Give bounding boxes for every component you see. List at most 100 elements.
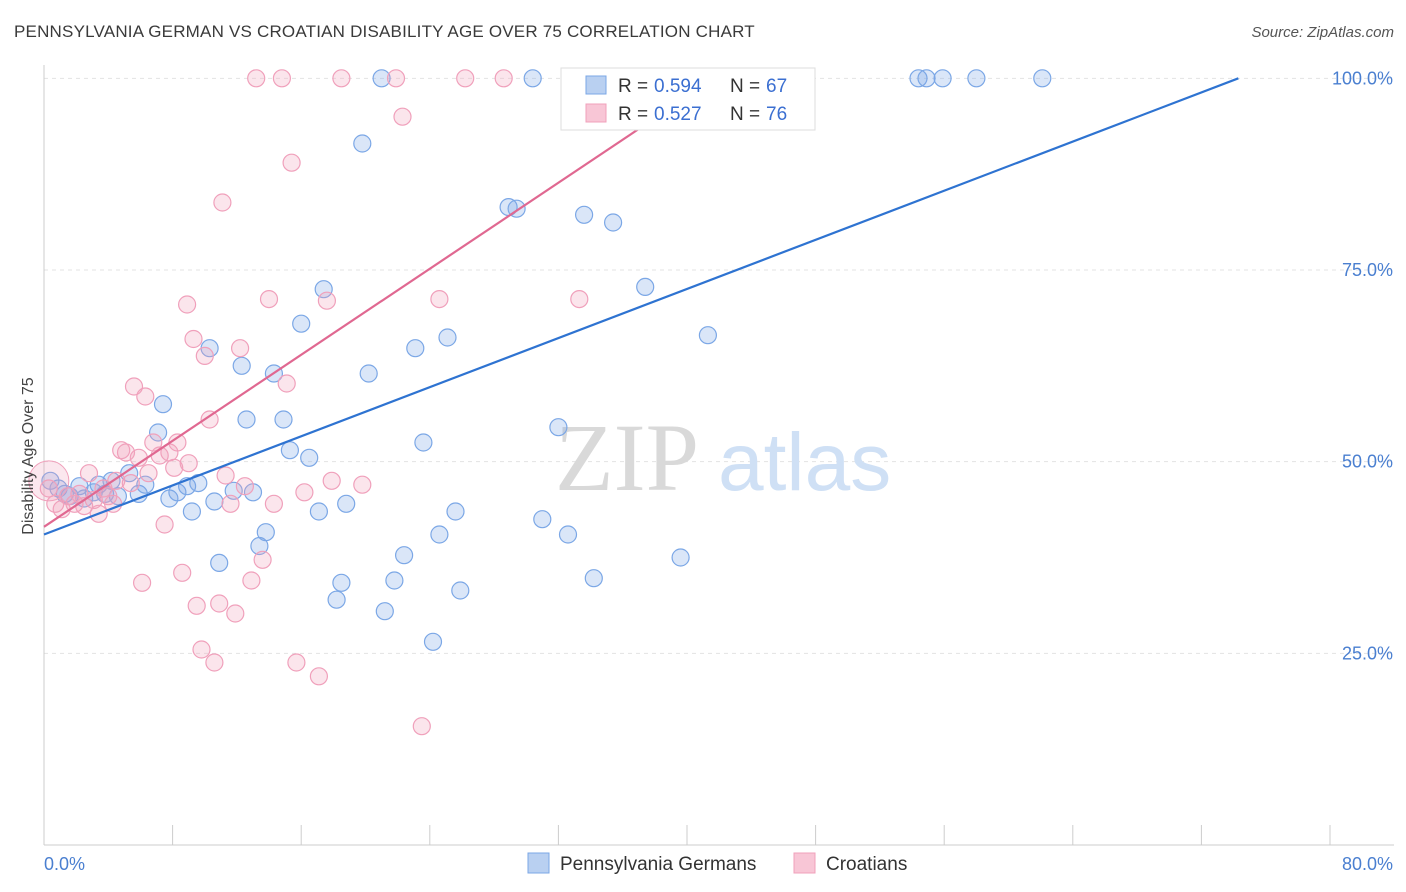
point-pennsylvania-germans: [300, 448, 319, 467]
point-pennsylvania-germans: [353, 134, 372, 153]
point-croatians: [187, 596, 206, 615]
point-pennsylvania-germans: [332, 573, 351, 592]
point-croatians: [221, 494, 240, 513]
point-croatians: [192, 640, 211, 659]
point-pennsylvania-germans: [698, 326, 718, 345]
point-croatians: [259, 290, 279, 309]
point-pennsylvania-germans: [327, 590, 346, 609]
data-points: [28, 69, 1052, 736]
point-croatians: [178, 295, 197, 314]
point-pennsylvania-germans: [237, 410, 256, 429]
point-croatians: [133, 573, 152, 592]
x-tick-label: 80.0%: [1342, 854, 1393, 874]
y-tick-label: 100.0%: [1332, 68, 1393, 88]
point-pennsylvania-germans: [280, 441, 299, 460]
point-pennsylvania-germans: [232, 356, 251, 375]
bottom-legend-label-croatians: Croatians: [826, 854, 907, 875]
point-pennsylvania-germans: [423, 632, 443, 651]
point-croatians: [200, 410, 219, 429]
point-croatians: [184, 329, 203, 349]
point-pennsylvania-germans: [584, 569, 603, 588]
watermark: ZIP atlas: [555, 404, 891, 511]
point-pennsylvania-germans: [375, 602, 394, 621]
point-pennsylvania-germans: [451, 581, 470, 600]
point-pennsylvania-germans: [523, 69, 542, 88]
point-pennsylvania-germans: [549, 418, 568, 437]
point-pennsylvania-germans: [182, 502, 201, 521]
point-pennsylvania-germans: [967, 69, 986, 88]
point-croatians: [39, 479, 58, 498]
legend-n-value-pennsylvania: 67: [766, 76, 787, 97]
point-pennsylvania-germans: [406, 339, 425, 358]
point-croatians: [247, 69, 266, 88]
point-pennsylvania-germans: [933, 69, 952, 88]
point-pennsylvania-germans: [414, 433, 433, 452]
y-tick-label: 75.0%: [1342, 260, 1393, 280]
point-croatians: [205, 653, 224, 672]
point-croatians: [317, 291, 336, 310]
point-croatians: [165, 458, 184, 477]
point-croatians: [322, 471, 341, 490]
legend-r-label-pennsylvania: R =: [618, 76, 648, 97]
point-croatians: [136, 387, 155, 406]
point-croatians: [242, 571, 261, 590]
point-pennsylvania-germans: [314, 280, 333, 299]
point-pennsylvania-germans: [430, 525, 449, 544]
point-croatians: [393, 107, 412, 126]
point-croatians: [272, 69, 291, 88]
point-pennsylvania-germans: [256, 523, 275, 542]
trend-lines: [43, 77, 1239, 536]
point-pennsylvania-germans: [636, 277, 655, 296]
point-pennsylvania-germans: [558, 525, 578, 544]
point-croatians: [386, 69, 406, 88]
point-croatians: [253, 550, 272, 569]
point-pennsylvania-germans: [210, 553, 229, 573]
point-croatians: [235, 477, 254, 496]
point-croatians: [226, 604, 245, 623]
point-pennsylvania-germans: [395, 546, 414, 565]
point-pennsylvania-germans: [149, 423, 168, 442]
bottom-legend-label-pennsylvania: Pennsylvania Germans: [560, 854, 756, 875]
point-pennsylvania-germans: [385, 571, 404, 590]
point-pennsylvania-germans: [274, 410, 293, 429]
point-pennsylvania-germans: [153, 395, 173, 414]
point-croatians: [210, 594, 229, 613]
point-pennsylvania-germans: [671, 548, 690, 567]
point-croatians: [139, 464, 158, 483]
point-cluster: [28, 460, 70, 502]
point-croatians: [309, 667, 328, 686]
point-croatians: [121, 474, 140, 493]
trend-line-pennsylvania-germans: [43, 77, 1239, 536]
y-tick-label: 25.0%: [1342, 643, 1393, 663]
y-tick-label: 50.0%: [1342, 452, 1393, 472]
point-pennsylvania-germans: [438, 328, 457, 347]
y-axis-label: Disability Age Over 75: [20, 377, 37, 535]
point-croatians: [173, 563, 192, 582]
legend-n-label-pennsylvania: N =: [730, 76, 760, 97]
point-croatians: [353, 475, 372, 494]
axes: [43, 65, 1394, 846]
legend-swatch-croatians: [585, 103, 607, 123]
point-pennsylvania-germans: [1033, 69, 1052, 88]
point-croatians: [295, 483, 314, 502]
point-croatians: [195, 346, 214, 365]
legend-swatch-pennsylvania: [585, 75, 607, 95]
watermark-zip: ZIP: [555, 404, 699, 511]
legend: R = 0.594 N = 67 R = 0.527 N = 76: [560, 67, 816, 131]
chart-title: PENNSYLVANIA GERMAN VS CROATIAN DISABILI…: [14, 22, 755, 41]
legend-n-value-croatians: 76: [766, 104, 787, 125]
point-croatians: [456, 69, 475, 88]
point-pennsylvania-germans: [292, 314, 311, 333]
point-croatians: [264, 494, 283, 513]
point-croatians: [79, 464, 99, 483]
point-croatians: [570, 290, 589, 309]
point-pennsylvania-germans: [533, 510, 552, 529]
point-croatians: [213, 193, 232, 212]
point-pennsylvania-germans: [205, 492, 224, 511]
trend-line-croatians: [43, 111, 664, 528]
point-pennsylvania-germans: [309, 502, 328, 521]
point-croatians: [216, 466, 235, 485]
bottom-legend-swatch-pennsylvania: [527, 852, 550, 874]
bottom-legend: Pennsylvania Germans Croatians: [527, 852, 907, 875]
legend-r-value-pennsylvania: 0.594: [654, 76, 702, 97]
